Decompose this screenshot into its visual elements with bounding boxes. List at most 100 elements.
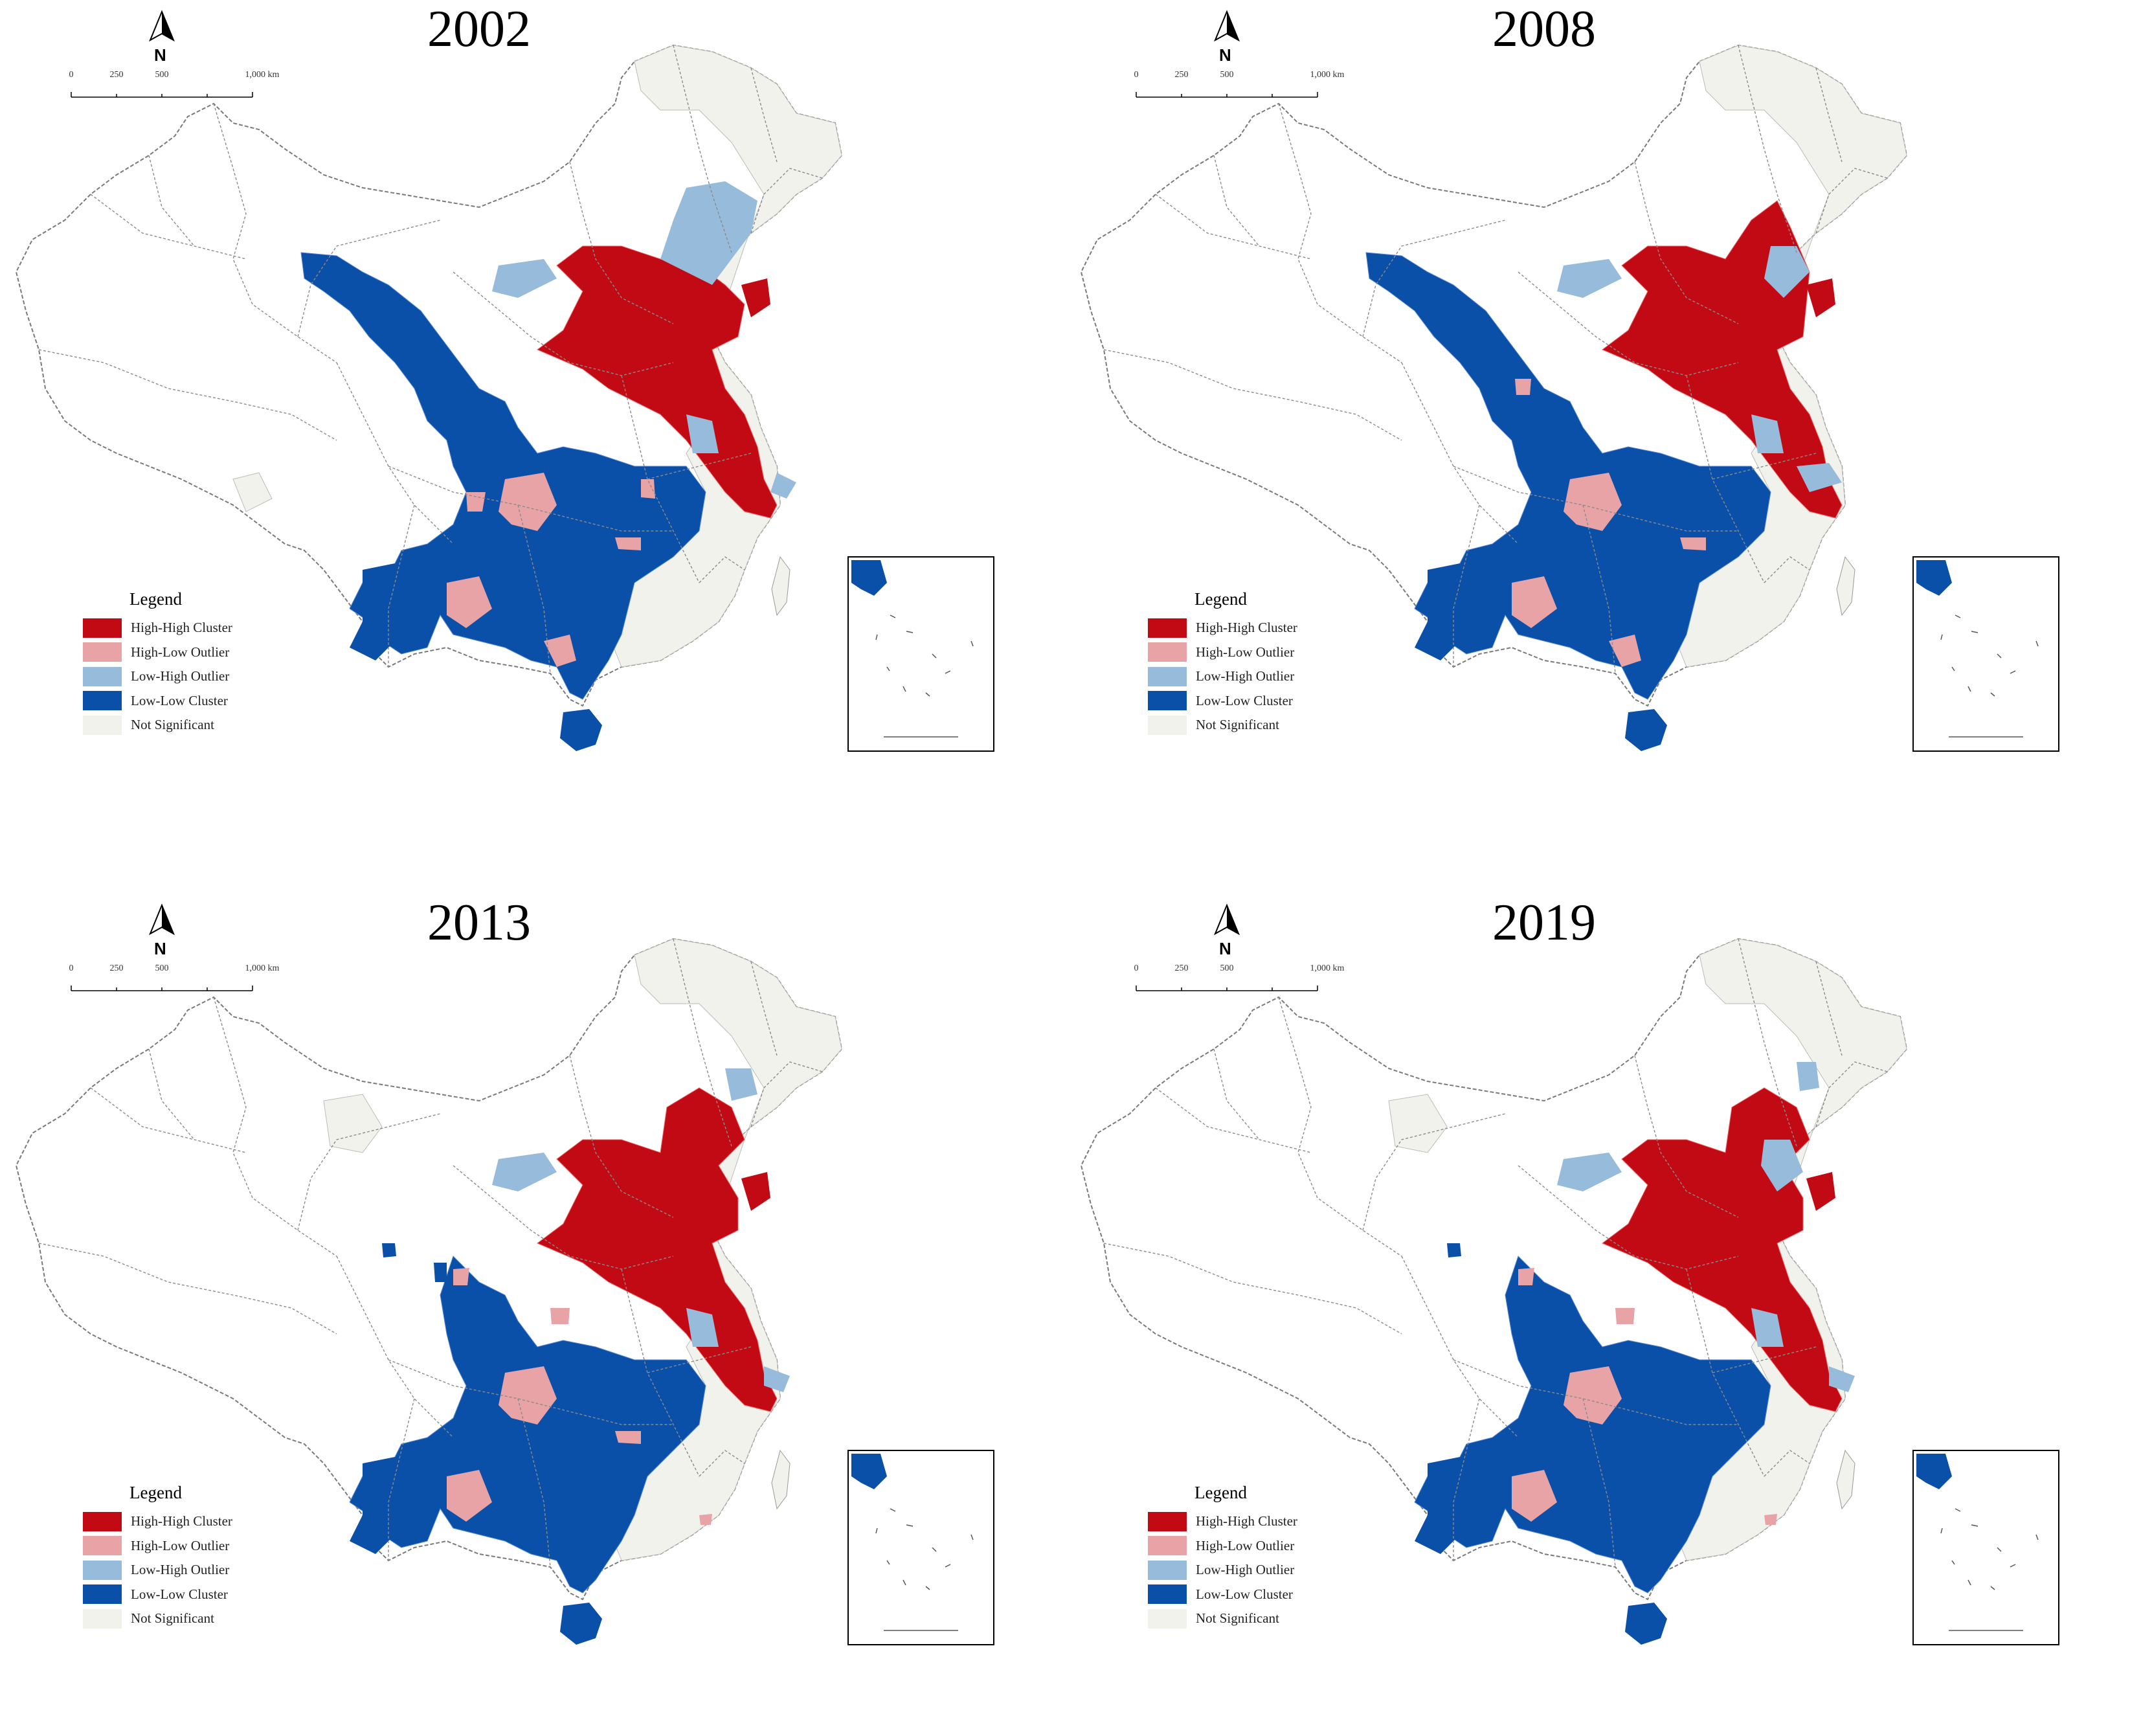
legend-label: Low-High Outlier — [1196, 668, 1295, 684]
region-high-low-outlier — [499, 1366, 557, 1425]
legend: Legend High-High Cluster High-Low Outlie… — [1148, 589, 1342, 738]
region-not-significant — [232, 472, 273, 512]
region-low-high-outlier — [492, 259, 557, 298]
legend-swatch — [1148, 691, 1187, 711]
legend-swatch — [83, 618, 122, 638]
region-high-low-outlier — [1564, 473, 1622, 531]
legend-item: High-High Cluster — [83, 616, 277, 640]
scale-tick-label: 0 — [1134, 70, 1139, 80]
region-low-low-cluster — [1414, 1256, 1771, 1594]
legend-item: High-Low Outlier — [1148, 1534, 1342, 1559]
map-panel-2019: 2019 N 0 250 500 1,000 km Legend High-Hi… — [1065, 894, 2130, 1736]
region-low-high-outlier — [1761, 1140, 1803, 1191]
region-high-low-outlier — [453, 1268, 469, 1285]
scale-tick-label: 250 — [1174, 964, 1189, 973]
scale-bar — [1136, 986, 1318, 991]
region-low-high-outlier — [492, 1153, 557, 1191]
legend-item: Low-High Outlier — [83, 1558, 277, 1583]
hainan-island — [560, 709, 602, 751]
legend-swatch — [83, 691, 122, 711]
legend-item: Low-Low Cluster — [1148, 689, 1342, 714]
legend-item: Low-High Outlier — [1148, 1558, 1342, 1583]
legend-label: High-Low Outlier — [131, 644, 230, 660]
region-low-high-outlier — [725, 1068, 757, 1101]
region-high-low-outlier — [1515, 379, 1531, 395]
scale-tick-label: 1,000 km — [245, 70, 280, 80]
inset-map — [1912, 1450, 2059, 1645]
map-panel-2008: 2008 N 0 250 500 1,000 km Legend High-Hi… — [1065, 0, 2130, 842]
region-low-low-cluster — [382, 1243, 396, 1257]
scale-tick-label: 250 — [109, 70, 124, 80]
year-title: 2008 — [1492, 1, 1596, 58]
north-arrow-icon — [148, 903, 175, 936]
legend-label: High-Low Outlier — [1196, 644, 1295, 660]
region-low-low-cluster — [350, 563, 408, 660]
legend-swatch — [83, 1560, 122, 1580]
region-high-low-outlier — [615, 537, 641, 550]
region-low-low-cluster — [434, 1263, 447, 1282]
scale-labels: 0 250 500 1,000 km — [65, 964, 298, 979]
region-low-high-outlier — [1829, 1366, 1855, 1392]
legend-swatch — [1148, 1584, 1187, 1605]
region-low-low-cluster — [1415, 563, 1473, 660]
hainan-island — [560, 1603, 602, 1645]
year-title: 2013 — [427, 894, 531, 951]
north-label: N — [1219, 45, 1231, 65]
legend-item: High-Low Outlier — [1148, 640, 1342, 665]
figure: 2002 N 0 250 500 1,000 km Legend High-Hi… — [16, 0, 2130, 1645]
legend-item: Not Significant — [1148, 713, 1342, 738]
legend-swatch — [83, 666, 122, 686]
legend-swatch — [1148, 618, 1187, 638]
region-low-high-outlier — [1557, 1153, 1622, 1191]
map-svg — [1081, 903, 2059, 1645]
region-high-low-outlier — [1615, 1308, 1635, 1324]
region-low-low-cluster — [1415, 1457, 1473, 1554]
taiwan-island — [771, 1450, 790, 1509]
legend-swatch — [1148, 642, 1187, 662]
inset-map — [847, 1450, 994, 1645]
region-high-high-cluster — [1806, 1172, 1835, 1211]
region-low-high-outlier — [1751, 414, 1784, 453]
legend-swatch — [83, 1511, 122, 1531]
region-high-low-outlier — [550, 1308, 570, 1324]
scale-tick-label: 500 — [155, 964, 169, 973]
region-high-high-cluster — [1806, 278, 1835, 317]
north-arrow-icon — [1213, 903, 1240, 936]
legend-label: High-High Cluster — [131, 1513, 232, 1529]
region-not-significant — [1388, 1094, 1448, 1153]
legend-swatch — [83, 1608, 122, 1629]
scale-labels: 0 250 500 1,000 km — [1130, 964, 1363, 979]
scale-labels: 0 250 500 1,000 km — [65, 70, 298, 85]
year-title: 2019 — [1492, 894, 1596, 951]
legend-item: High-Low Outlier — [83, 1534, 277, 1559]
scale-tick-label: 1,000 km — [245, 964, 280, 973]
region-high-low-outlier — [1680, 537, 1706, 550]
region-low-high-outlier — [1797, 463, 1842, 492]
legend-label: Low-High Outlier — [131, 1562, 230, 1578]
legend-swatch — [1148, 1608, 1187, 1629]
legend-swatch — [83, 715, 122, 735]
scale-tick-label: 500 — [1220, 70, 1234, 80]
legend-item: Low-Low Cluster — [1148, 1583, 1342, 1607]
inset-map — [1912, 556, 2059, 752]
legend-label: Not Significant — [1196, 1610, 1279, 1627]
legend-label: Low-Low Cluster — [1196, 692, 1293, 708]
north-label: N — [154, 45, 166, 65]
legend-label: High-High Cluster — [1196, 620, 1297, 636]
region-high-low-outlier — [1518, 1268, 1534, 1285]
legend-label: High-High Cluster — [131, 620, 232, 636]
region-low-high-outlier — [1764, 246, 1810, 298]
legend-swatch — [1148, 666, 1187, 686]
scale-tick-label: 1,000 km — [1310, 964, 1345, 973]
region-high-low-outlier — [499, 473, 557, 531]
taiwan-island — [1836, 1450, 1855, 1509]
region-low-high-outlier — [686, 414, 719, 453]
north-arrow-icon — [148, 10, 175, 42]
legend-label: Low-High Outlier — [1196, 1562, 1295, 1578]
scale-labels: 0 250 500 1,000 km — [1130, 70, 1363, 85]
taiwan-island — [1836, 556, 1855, 616]
scale-tick-label: 1,000 km — [1310, 70, 1345, 80]
region-high-low-outlier — [544, 635, 576, 667]
scale-bar — [1136, 92, 1318, 98]
map-svg — [16, 903, 994, 1645]
